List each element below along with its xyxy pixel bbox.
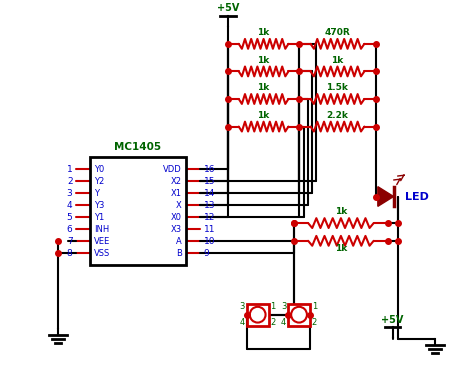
- Bar: [90, 157, 186, 266]
- Text: 1k: 1k: [257, 56, 270, 64]
- Text: 7: 7: [67, 237, 73, 246]
- Bar: [288, 304, 310, 325]
- Text: 2: 2: [312, 318, 317, 327]
- Text: 4: 4: [240, 318, 245, 327]
- Text: 3: 3: [67, 189, 73, 198]
- Text: VEE: VEE: [94, 237, 110, 246]
- Text: 3: 3: [281, 302, 286, 311]
- Text: VDD: VDD: [163, 165, 182, 174]
- Text: +5V: +5V: [217, 3, 239, 14]
- Text: B: B: [176, 249, 182, 258]
- Text: Y1: Y1: [94, 213, 104, 222]
- Text: 1k: 1k: [335, 244, 347, 253]
- Text: 3: 3: [239, 302, 245, 311]
- Text: 2: 2: [271, 318, 276, 327]
- Text: 1: 1: [271, 302, 276, 311]
- Text: 1k: 1k: [257, 28, 270, 37]
- Text: X0: X0: [171, 213, 182, 222]
- Text: 4: 4: [281, 318, 286, 327]
- Text: +5V: +5V: [382, 315, 404, 325]
- Text: 16: 16: [203, 165, 215, 174]
- Text: 13: 13: [203, 201, 215, 210]
- Text: 9: 9: [203, 249, 209, 258]
- Text: 1: 1: [312, 302, 317, 311]
- Text: Y2: Y2: [94, 177, 104, 186]
- Text: 1k: 1k: [257, 83, 270, 92]
- Text: Y3: Y3: [94, 201, 105, 210]
- Text: 2.2k: 2.2k: [327, 111, 348, 120]
- Text: 470R: 470R: [325, 28, 350, 37]
- Text: 2: 2: [67, 177, 73, 186]
- Text: 1.5k: 1.5k: [327, 83, 348, 92]
- Text: 11: 11: [203, 225, 215, 234]
- Text: X1: X1: [171, 189, 182, 198]
- Text: 1k: 1k: [331, 56, 344, 64]
- Text: 10: 10: [203, 237, 215, 246]
- Text: 1k: 1k: [257, 111, 270, 120]
- Text: 1k: 1k: [335, 207, 347, 216]
- Text: Y: Y: [94, 189, 99, 198]
- Text: 1: 1: [67, 165, 73, 174]
- Circle shape: [250, 307, 265, 323]
- Text: VSS: VSS: [94, 249, 110, 258]
- Text: X2: X2: [171, 177, 182, 186]
- Text: X: X: [176, 201, 182, 210]
- Text: 4: 4: [67, 201, 73, 210]
- Text: MC1405: MC1405: [114, 142, 162, 152]
- Circle shape: [291, 307, 307, 323]
- Text: 6: 6: [67, 225, 73, 234]
- Text: 12: 12: [203, 213, 215, 222]
- Text: A: A: [176, 237, 182, 246]
- Bar: [247, 304, 268, 325]
- Text: 14: 14: [203, 189, 215, 198]
- Text: INH: INH: [94, 225, 109, 234]
- Text: 5: 5: [67, 213, 73, 222]
- Text: Y0: Y0: [94, 165, 104, 174]
- Text: X3: X3: [171, 225, 182, 234]
- Polygon shape: [378, 187, 393, 207]
- Text: 8: 8: [67, 249, 73, 258]
- Text: LED: LED: [405, 191, 429, 201]
- Text: 15: 15: [203, 177, 215, 186]
